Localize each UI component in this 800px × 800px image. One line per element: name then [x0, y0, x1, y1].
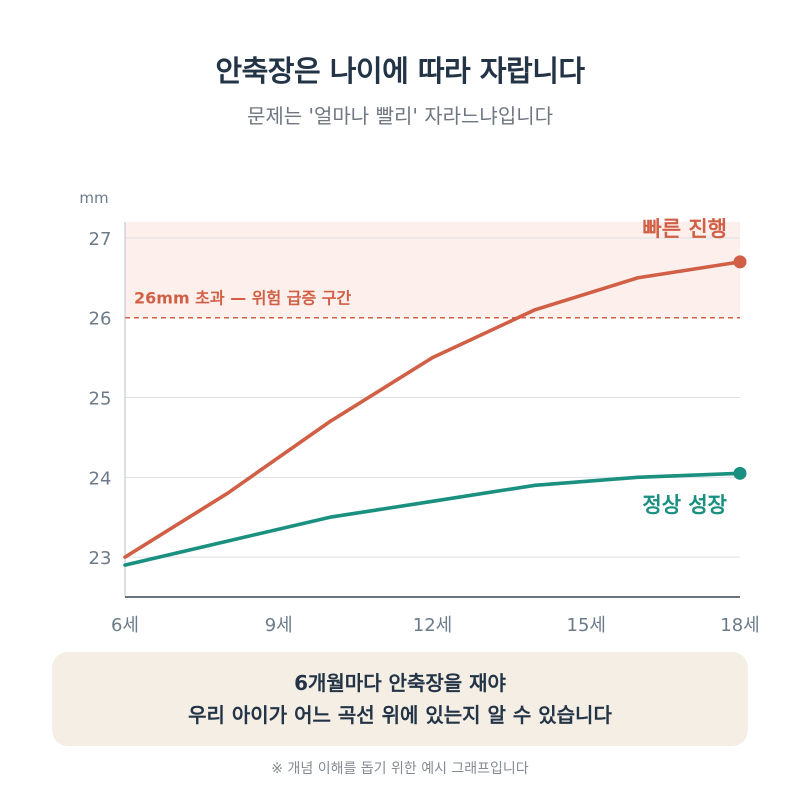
y-tick-label: 23 — [89, 548, 112, 569]
y-tick-label: 27 — [89, 229, 112, 250]
series-label-1: 빠른 진행 — [642, 217, 727, 241]
callout-box: 6개월마다 안축장을 재야 우리 아이가 어느 곡선 위에 있는지 알 수 있습… — [52, 652, 748, 746]
x-tick-label: 12세 — [413, 615, 452, 636]
callout-line-2: 우리 아이가 어느 곡선 위에 있는지 알 수 있습니다 — [188, 703, 612, 727]
line-chart: 23 24 25 26 27 mm 26mm 초과 — 위험 급증 구간 6세 9세 12세 15세… — [79, 189, 759, 636]
chart-subtitle: 문제는 '얼마나 빨리' 자라느냐입니다 — [246, 104, 554, 128]
callout-line-1: 6개월마다 안축장을 재야 — [294, 671, 506, 695]
series-label-2: 정상 성장 — [642, 493, 727, 517]
series-line-2 — [123, 471, 742, 567]
series-end-point-1 — [733, 255, 747, 269]
threshold-label: 26mm 초과 — 위험 급증 구간 — [134, 289, 352, 308]
series-end-point-2 — [733, 466, 747, 480]
y-tick-label: 25 — [89, 389, 112, 410]
x-tick-label: 9세 — [265, 615, 293, 636]
y-tick-label: 24 — [89, 468, 112, 489]
x-tick-label: 18세 — [720, 615, 759, 636]
footnote: ※ 개념 이해를 돕기 위한 예시 그래프입니다 — [271, 761, 529, 777]
x-tick-label: 6세 — [111, 615, 139, 636]
series-line-1 — [123, 260, 742, 559]
chart-title: 안축장은 나이에 따라 자랍니다 — [215, 54, 585, 88]
y-axis-unit: mm — [79, 189, 108, 207]
y-tick-label: 26 — [89, 309, 112, 330]
x-tick-label: 15세 — [567, 615, 606, 636]
